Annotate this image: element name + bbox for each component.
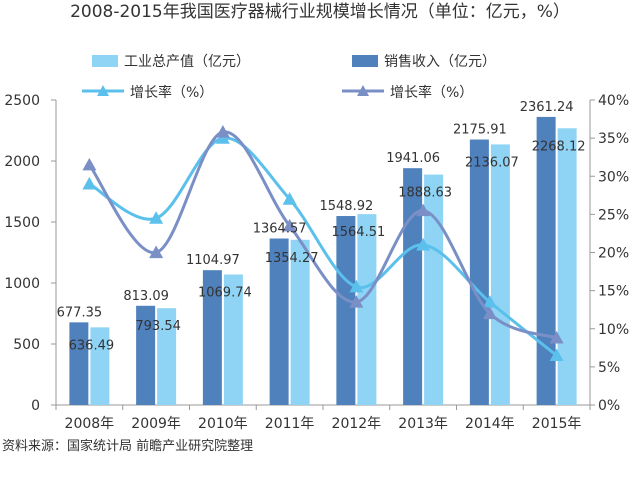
- point-growth-output: [416, 237, 431, 251]
- point-growth-sales: [349, 295, 364, 308]
- y-right-tick-label: 20%: [598, 246, 629, 262]
- point-growth-sales: [215, 125, 230, 138]
- data-label-sales: 1548.92: [319, 199, 373, 214]
- y-left-tick-label: 2000: [4, 154, 40, 170]
- legend-label-sales: 销售收入（亿元）: [384, 54, 496, 70]
- bar-output: [290, 239, 310, 405]
- x-tick-label: 2013年: [398, 416, 448, 432]
- legend-marker-growth-output: [97, 85, 109, 96]
- chart-title: 2008-2015年我国医疗器械行业规模增长情况（单位：亿元，%）: [70, 2, 570, 22]
- y-left-tick-label: 500: [13, 337, 40, 353]
- data-label-sales: 1941.06: [386, 151, 440, 166]
- point-growth-sales: [149, 245, 164, 259]
- point-growth-sales: [549, 330, 564, 344]
- bar-sales: [469, 139, 489, 405]
- data-label-sales: 1104.97: [186, 253, 240, 268]
- bar-sales: [336, 216, 356, 405]
- data-label-output: 1069.74: [198, 285, 252, 300]
- point-growth-output: [282, 192, 297, 205]
- data-label-sales: 2361.24: [520, 100, 574, 115]
- bar-sales: [403, 168, 423, 405]
- point-growth-output: [82, 176, 97, 190]
- x-tick-label: 2015年: [532, 416, 582, 432]
- y-right-tick-label: 30%: [598, 169, 629, 185]
- point-growth-sales: [482, 306, 497, 320]
- source-note: 资料来源：国家统计局 前瞻产业研究院整理: [2, 439, 254, 454]
- data-label-output: 1564.51: [331, 225, 385, 240]
- point-growth-output: [149, 211, 164, 224]
- data-label-output: 793.54: [135, 319, 181, 334]
- bar-sales: [136, 305, 156, 405]
- axes: 0 500 1000 1500 2000 2500 0% 5% 10% 15% 20% 25% 30% 3…: [4, 93, 629, 432]
- point-growth-sales: [416, 203, 431, 217]
- x-tick-label: 2011年: [265, 416, 315, 432]
- legend-label-output: 工业总产值（亿元）: [124, 54, 250, 70]
- point-growth-output: [349, 279, 364, 293]
- x-tick-label: 2012年: [332, 416, 382, 432]
- bar-output: [424, 174, 444, 405]
- y-right-tick-label: 40%: [598, 93, 629, 109]
- y-left-tick-label: 2500: [4, 93, 40, 109]
- bar-output: [223, 274, 243, 405]
- data-label-output: 2268.12: [532, 139, 586, 154]
- legend-label-growth-output: 增长率（%）: [130, 84, 213, 101]
- bar-sales: [69, 322, 89, 405]
- point-growth-output: [549, 348, 564, 362]
- bar-sales: [536, 116, 556, 406]
- y-left-tick-label: 0: [31, 398, 40, 414]
- bar-sales: [269, 238, 289, 405]
- y-right-tick-label: 10%: [598, 322, 629, 338]
- y-right-tick-label: 35%: [598, 131, 629, 147]
- legend-marker-growth-sales: [357, 85, 369, 96]
- x-tick-label: 2010年: [198, 416, 248, 432]
- line-growth-sales: [88, 130, 558, 340]
- point-growth-sales: [82, 157, 97, 171]
- bars: [69, 116, 577, 406]
- data-label-output: 636.49: [69, 338, 115, 353]
- data-label-output: 2136.07: [465, 155, 519, 170]
- data-label-output: 1888.63: [398, 186, 452, 201]
- data-label-sales: 2175.91: [453, 123, 507, 138]
- legend-swatch-sales: [352, 55, 378, 67]
- y-right-tick-label: 15%: [598, 284, 629, 300]
- growth-lines: [82, 125, 564, 362]
- bar-output: [357, 214, 377, 405]
- bar-sales: [202, 270, 222, 405]
- y-left-tick-label: 1500: [4, 215, 40, 231]
- data-label-output: 1354.27: [265, 251, 319, 266]
- x-tick-label: 2014年: [465, 416, 515, 432]
- point-growth-sales: [282, 218, 297, 232]
- x-tick-label: 2009年: [131, 416, 181, 432]
- line-growth-output: [88, 136, 558, 357]
- bar-output: [157, 308, 177, 405]
- data-labels: 677.35 636.49 813.09 793.54 1104.97 1069.74 13…: [57, 100, 586, 353]
- bar-output: [490, 144, 510, 405]
- legend-swatch-output: [92, 55, 118, 67]
- legend: 工业总产值（亿元） 销售收入（亿元） 增长率（%） 增长率（%）: [82, 54, 496, 101]
- x-tick-label: 2008年: [65, 416, 115, 432]
- y-left-tick-label: 1000: [4, 276, 40, 292]
- bar-output: [90, 327, 110, 405]
- y-right-tick-label: 0%: [598, 398, 620, 414]
- y-right-tick-label: 25%: [598, 207, 629, 223]
- bar-output: [557, 128, 577, 405]
- legend-label-growth-sales: 增长率（%）: [390, 84, 473, 101]
- data-label-sales: 1364.57: [253, 222, 307, 237]
- data-label-sales: 813.09: [123, 289, 169, 304]
- y-right-tick-label: 5%: [598, 360, 620, 376]
- data-label-sales: 677.35: [57, 305, 103, 320]
- point-growth-output: [482, 295, 497, 308]
